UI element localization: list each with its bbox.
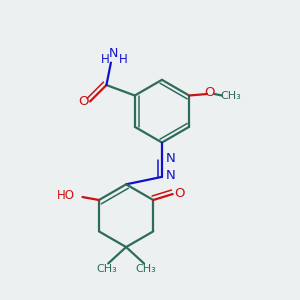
Text: O: O <box>204 86 214 99</box>
Text: H: H <box>101 53 110 66</box>
Text: O: O <box>174 187 184 200</box>
Text: HO: HO <box>57 189 75 202</box>
Text: N: N <box>109 47 119 60</box>
Text: N: N <box>165 152 175 166</box>
Text: CH₃: CH₃ <box>96 264 117 274</box>
Text: N: N <box>165 169 175 182</box>
Text: CH₃: CH₃ <box>220 91 241 100</box>
Text: H: H <box>118 53 127 66</box>
Text: O: O <box>78 95 89 108</box>
Text: CH₃: CH₃ <box>135 264 156 274</box>
